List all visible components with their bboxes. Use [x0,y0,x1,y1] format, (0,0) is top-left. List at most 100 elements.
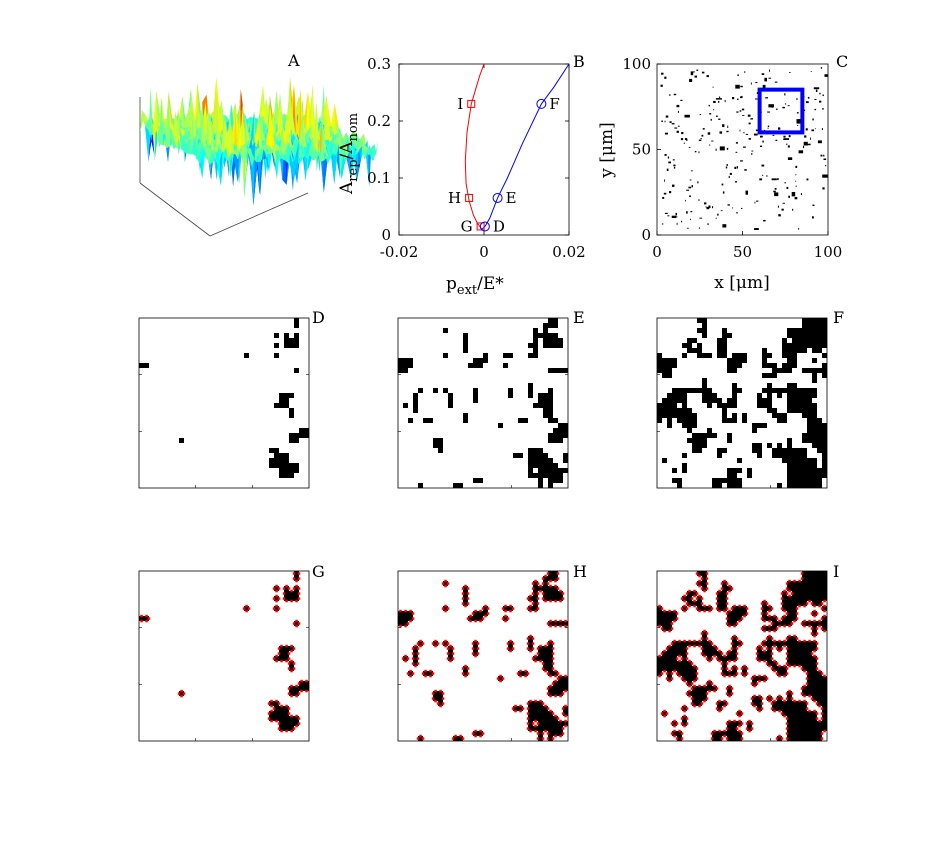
edge-cell [813,639,816,643]
edge-cell [823,609,826,613]
edge-cell [760,647,764,650]
edge-cell [718,709,721,713]
contact-cell [792,483,797,488]
edge-cell [735,652,739,655]
contact-cell [802,716,807,721]
edge-cell [419,639,422,643]
surface-facet [180,135,187,146]
contact-cell [548,413,553,418]
contact-cell [727,473,732,478]
contact-cell [473,358,478,363]
edge-cell [775,647,779,650]
contact-cell [767,443,772,448]
edge-cell [803,604,806,608]
contact-cell [672,413,677,418]
contact-cell [538,736,543,741]
edge-cell [182,692,186,695]
contact-cell [717,478,722,483]
edge-cell [524,669,527,673]
contact-patch [706,206,710,210]
contact-cell [812,711,817,716]
contact-cell [792,333,797,338]
edge-cell [660,607,664,610]
edge-cell [534,719,537,723]
contact-cell [732,468,737,473]
edge-cell [665,712,669,715]
contact-cell [692,423,697,428]
edge-cell [295,584,298,588]
contact-cell [548,721,553,726]
contact-cell [817,601,822,606]
contact-cell [667,666,672,671]
contact-cell [294,721,299,726]
contact-cell [812,646,817,651]
contact-cell [284,458,289,463]
contact-cell [802,338,807,343]
contact-cell [548,343,553,348]
edge-cell [813,699,816,703]
contact-cell [662,458,667,463]
contact-cell [667,656,672,661]
contact-cell [672,731,677,736]
contact-cell [528,393,533,398]
contact-cell [787,478,792,483]
contact-cell [787,711,792,716]
contact-cell [533,706,538,711]
contact-cell [767,393,772,398]
edge-cell [705,587,709,590]
contact-cell [478,478,483,483]
contact-cell [752,448,757,453]
edge-cell [536,732,540,735]
edge-cell [803,624,806,628]
edge-cell [823,604,826,608]
edge-cell [546,687,550,690]
edge-cell [559,694,562,698]
edge-cell [690,682,694,685]
surface-facet [176,130,183,155]
contact-cell [662,373,667,378]
edge-cell [529,594,532,598]
y-label-mid: /A [337,141,357,160]
contact-cell [244,606,249,611]
contact-cell [712,478,717,483]
edge-cell [673,609,676,613]
edge-cell [795,612,799,615]
edge-cell [758,659,761,663]
contact-cell [672,403,677,408]
edge-cell [738,604,741,608]
edge-cell [541,592,545,595]
contact-cell [697,328,702,333]
contact-cell [822,468,827,473]
surface-facet [204,147,211,153]
contact-patch [661,72,664,75]
edge-cell [685,602,689,605]
contact-cell [682,343,687,348]
contact-cell [473,398,478,403]
contact-cell [682,656,687,661]
edge-cell [813,634,816,638]
contact-cell [797,701,802,706]
edge-cell [725,662,729,665]
contact-cell [702,586,707,591]
contact-cell [558,338,563,343]
surface-facet [335,149,341,155]
contact-cell [553,721,558,726]
contact-cell [508,393,513,398]
edge-cell [700,587,704,590]
edge-cell [755,657,759,660]
contact-patch [778,127,781,130]
surface-facet [180,121,187,129]
contact-cell [667,676,672,681]
panel-b-x-axis-label: pext/E* [446,274,504,298]
contact-patch [820,67,823,69]
panel-g-map [138,570,310,742]
contact-patch [719,131,723,134]
edge-cell [461,587,465,590]
edge-cell [285,584,288,588]
contact-cell [682,606,687,611]
contact-cell [757,398,762,403]
surface-facet [267,126,273,150]
contact-cell [289,716,294,721]
contact-cell [732,606,737,611]
edge-cell [476,642,480,645]
